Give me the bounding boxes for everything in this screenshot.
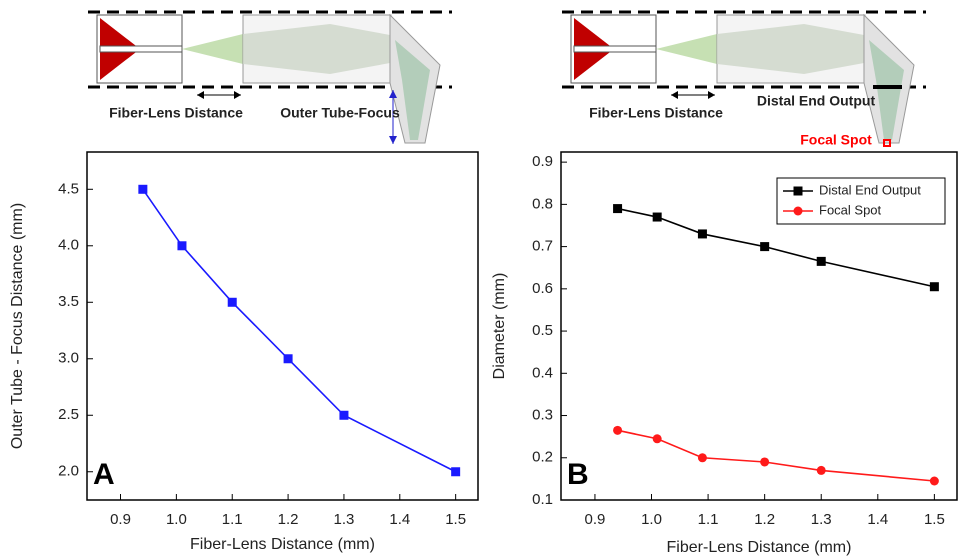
point [652, 434, 662, 444]
diagram-label: Focal Spot [800, 132, 872, 148]
point [652, 212, 662, 222]
y-tick-label: 0.3 [532, 407, 553, 424]
x-tick-label: 1.3 [811, 511, 832, 528]
x-tick-label: 1.4 [867, 511, 888, 528]
x-tick-label: 1.1 [698, 511, 719, 528]
x-tick-label: 1.2 [278, 511, 299, 528]
x-tick-label: 1.2 [754, 511, 775, 528]
y-tick-label: 3.0 [58, 350, 79, 367]
point [760, 457, 770, 467]
diagram-label: Fiber-Lens Distance [109, 105, 243, 121]
x-tick-label: 0.9 [110, 511, 131, 528]
point [283, 354, 293, 364]
x-tick-label: 1.3 [334, 511, 355, 528]
diagram-label: Fiber-Lens Distance [589, 105, 723, 121]
plot-frame [560, 151, 958, 501]
y-tick-label: 0.7 [532, 238, 553, 255]
legend-marker [793, 186, 803, 196]
panel-label: A [93, 458, 115, 491]
x-tick-label: 1.0 [166, 511, 187, 528]
y-axis-label: Diameter (mm) [491, 273, 508, 380]
diagram-b: Fiber-Lens Distance Distal End Output Fo… [562, 10, 926, 148]
point [138, 184, 148, 194]
x-tick-label: 0.9 [585, 511, 606, 528]
x-tick-label: 1.5 [924, 511, 945, 528]
legend-box [776, 177, 946, 225]
x-tick-label: 1.0 [641, 511, 662, 528]
y-tick-label: 0.5 [532, 322, 553, 339]
y-tick-label: 0.6 [532, 280, 553, 297]
y-tick-label: 2.5 [58, 406, 79, 423]
x-tick-label: 1.5 [445, 511, 466, 528]
point [613, 425, 623, 435]
legend-label: Distal End Output [819, 182, 921, 197]
legend-label: Focal Spot [819, 202, 882, 217]
point [451, 467, 461, 477]
diagram-a: Fiber-Lens Distance Outer Tube-Focus [88, 10, 452, 144]
series-line [142, 188, 457, 473]
point [697, 453, 707, 463]
series-line [617, 207, 935, 288]
y-tick-label: 0.8 [532, 195, 553, 212]
y-tick-label: 0.2 [532, 449, 553, 466]
x-axis-label: Fiber-Lens Distance (mm) [190, 536, 375, 553]
point [177, 241, 187, 251]
plot-frame [86, 151, 479, 501]
point [697, 229, 707, 239]
y-axis-label: Outer Tube - Focus Distance (mm) [9, 203, 26, 449]
point [816, 465, 826, 475]
point [760, 242, 770, 252]
diagram-label: Outer Tube-Focus [280, 105, 400, 121]
panel-label: B [567, 458, 589, 491]
y-tick-label: 0.1 [532, 491, 553, 508]
diagram-label: Distal End Output [757, 93, 876, 109]
x-tick-label: 1.1 [222, 511, 243, 528]
point [929, 476, 939, 486]
point [816, 256, 826, 266]
point [227, 297, 237, 307]
y-tick-label: 3.5 [58, 293, 79, 310]
series-line [617, 429, 935, 482]
x-tick-label: 1.4 [389, 511, 410, 528]
y-tick-label: 4.5 [58, 180, 79, 197]
legend-marker [793, 206, 803, 216]
point [339, 410, 349, 420]
y-tick-label: 0.4 [532, 364, 553, 381]
x-axis-label: Fiber-Lens Distance (mm) [667, 539, 852, 556]
point [613, 204, 623, 214]
y-tick-label: 0.9 [532, 153, 553, 170]
point [929, 282, 939, 292]
y-tick-label: 4.0 [58, 237, 79, 254]
y-tick-label: 2.0 [58, 463, 79, 480]
